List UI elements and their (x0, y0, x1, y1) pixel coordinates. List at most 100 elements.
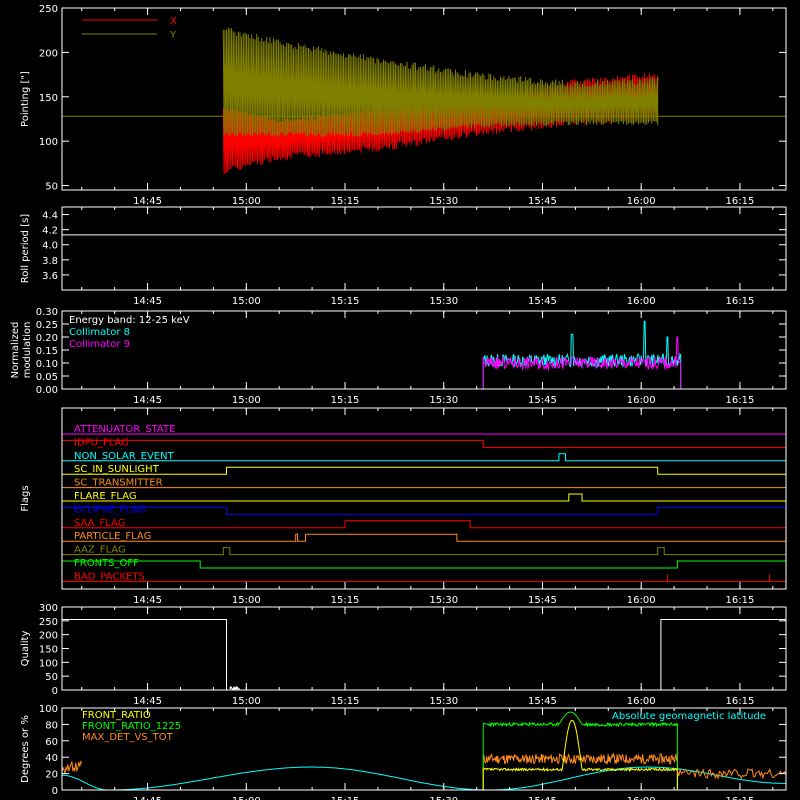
flag-label-particle-flag: PARTICLE_FLAG (74, 531, 151, 542)
front_ratio-xtick-label: 16:15 (726, 796, 755, 800)
quality-xtick-label: 14:45 (133, 696, 162, 707)
flags-xtick-label: 16:15 (726, 595, 755, 606)
front-series-max-det-left (61, 760, 83, 774)
front-legend-max-det-vs-tot: MAX_DET_VS_TOT (82, 732, 174, 743)
front_ratio-ytick-label: 0 (52, 786, 58, 797)
modulation-ytick-label: 0.05 (36, 372, 58, 383)
roll-xtick-label: 16:15 (726, 296, 755, 307)
flag-line-saa-flag (62, 520, 786, 529)
roll-xtick-label: 16:00 (627, 296, 656, 307)
flag-line-fronts-off (62, 560, 786, 569)
pointing-legend-label-y: Y (169, 30, 177, 41)
modulation-ytick-label: 0.20 (36, 333, 58, 344)
front-series-front-ratio (62, 719, 786, 791)
pointing-xtick-label: 14:45 (133, 196, 162, 207)
roll-xtick-label: 15:45 (528, 296, 557, 307)
roll-ytick-label: 4.4 (42, 211, 58, 222)
quality-ytick-label: 100 (39, 658, 58, 669)
flag-label-bad-packets: BAD_PACKETS (74, 571, 145, 582)
quality-ytick-label: 250 (39, 617, 58, 628)
chart-marks (61, 19, 787, 791)
roll-xtick-label: 14:45 (133, 296, 162, 307)
flag-line-sc-in-sunlight (62, 466, 786, 475)
roll-xtick-label: 15:15 (331, 296, 360, 307)
pointing-xtick-label: 16:00 (627, 196, 656, 207)
front_ratio-ytick-label: 20 (45, 770, 58, 781)
flag-label-sc-transmitter: SC_TRANSMITTER (74, 478, 163, 489)
flag-label-aaz-flag: AAZ_FLAG (74, 545, 126, 556)
modulation-xtick-label: 16:15 (726, 395, 755, 406)
front-series-geomagnetic-latitude (61, 766, 786, 791)
modulation-xtick-label: 15:45 (528, 395, 557, 406)
pointing-xtick-label: 15:30 (429, 196, 458, 207)
flags-xtick-label: 15:15 (331, 595, 360, 606)
flag-line-flare-flag (62, 493, 786, 502)
flag-label-flare-flag: FLARE_FLAG (74, 491, 137, 502)
quality-xtick-label: 15:15 (331, 696, 360, 707)
roll-ytick-label: 4.2 (42, 226, 58, 237)
modulation-ytick-label: 0.25 (36, 320, 58, 331)
modulation-ytick-label: 0.30 (36, 307, 58, 318)
flag-label-fronts-off: FRONTS_OFF (74, 558, 139, 569)
front-legend-front-ratio-1225: FRONT_RATIO_1225 (82, 721, 181, 732)
flags-xtick-label: 15:00 (232, 595, 261, 606)
front_ratio-xtick-label: 15:15 (331, 796, 360, 800)
front_ratio-ytick-label: 80 (45, 720, 58, 731)
chart-axes (61, 7, 787, 791)
front_ratio-xtick-label: 16:00 (627, 796, 656, 800)
flag-label-saa-flag: SAA_FLAG (74, 518, 125, 529)
modulation-ylabel-line1: Normalized (10, 322, 21, 379)
pointing-frame (61, 7, 787, 191)
pointing-xtick-label: 15:15 (331, 196, 360, 207)
quality-ytick-label: 150 (39, 645, 58, 656)
modulation-xtick-label: 14:45 (133, 395, 162, 406)
quality-xtick-label: 16:00 (627, 696, 656, 707)
quality-ytick-label: 50 (45, 672, 58, 683)
flag-label-sc-in-sunlight: SC_IN_SUNLIGHT (74, 464, 160, 475)
quality-xtick-label: 16:15 (726, 696, 755, 707)
quality-ytick-label: 0 (52, 686, 58, 697)
front-legend-geomagnetic-latitude: Absolute geomagnetic latitude (612, 711, 766, 722)
front_ratio-ytick-label: 40 (45, 753, 58, 764)
pointing-xtick-label: 16:15 (726, 196, 755, 207)
flags-xtick-label: 15:45 (528, 595, 557, 606)
roll-ylabel: Roll period [s] (20, 214, 31, 283)
flag-line-idpu-flag (62, 439, 786, 448)
flags-frame (61, 407, 787, 590)
modulation-ytick-label: 0.10 (36, 359, 58, 370)
quality-ytick-label: 200 (39, 631, 58, 642)
pointing-legend-label-x: X (170, 16, 177, 27)
pointing-ytick-label: 200 (39, 48, 58, 59)
quality-xtick-label: 15:30 (429, 696, 458, 707)
chart-text: XY 14:45 15:00 15:15 15:30 15:45 16:00 16:15 50 1… (10, 4, 766, 800)
flag-line-non-solar-event (62, 453, 786, 462)
quality-xtick-label: 15:00 (232, 696, 261, 707)
roll-xtick-label: 15:00 (232, 296, 261, 307)
modulation-xtick-label: 16:00 (627, 395, 656, 406)
modulation-xtick-label: 15:00 (232, 395, 261, 406)
flag-line-eclipse-flag (62, 506, 786, 515)
pointing-ytick-label: 250 (39, 4, 58, 15)
front_ratio-xtick-label: 14:45 (133, 796, 162, 800)
quality-ytick-label: 300 (39, 603, 58, 614)
front_ratio-xtick-label: 15:00 (232, 796, 261, 800)
roll-ytick-label: 3.6 (42, 271, 58, 282)
front_ratio-xtick-label: 15:45 (528, 796, 557, 800)
modulation-ytick-label: 0.15 (36, 346, 58, 357)
front_ratio-frame (61, 707, 787, 791)
flag-label-eclipse-flag: ECLIPSE_FLAG (74, 504, 145, 515)
roll-ytick-label: 3.8 (42, 256, 58, 267)
roll-ytick-label: 4.0 (42, 241, 58, 252)
front_ratio-ytick-label: 100 (39, 704, 58, 715)
flags-xtick-label: 15:30 (429, 595, 458, 606)
pointing-ylabel: Pointing ["] (20, 71, 31, 127)
pointing-series-y (222, 27, 659, 137)
modulation-xtick-label: 15:30 (429, 395, 458, 406)
modulation-ytick-label: 0.00 (36, 385, 58, 396)
modulation-legend-collimator-9: Collimator 9 (69, 339, 130, 350)
pointing-ytick-label: 50 (45, 182, 58, 193)
roll-frame (61, 206, 787, 291)
pointing-ytick-label: 150 (39, 93, 58, 104)
modulation-xtick-label: 15:15 (331, 395, 360, 406)
